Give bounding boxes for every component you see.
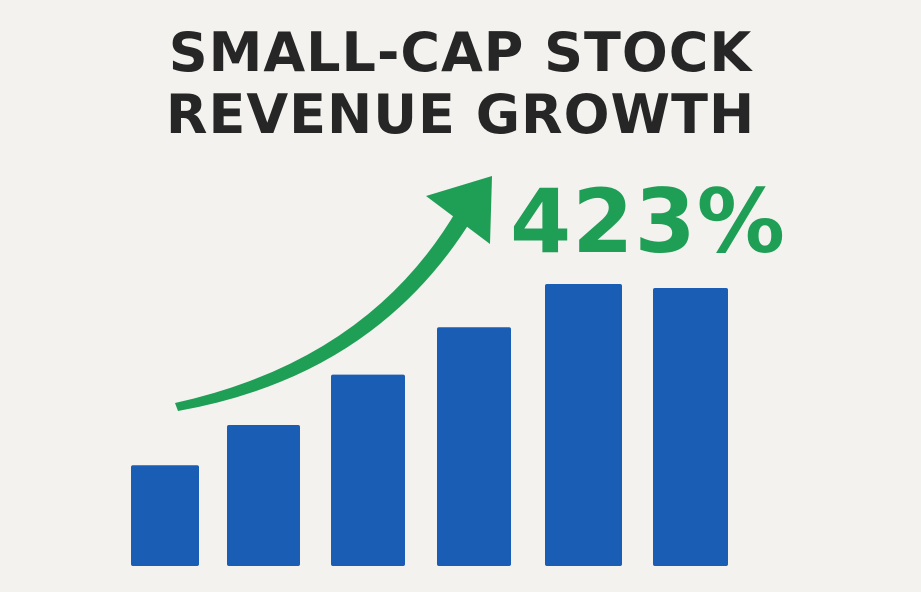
chart-title: SMALL-CAP STOCK REVENUE GROWTH xyxy=(0,22,921,146)
chart-title-line-1: SMALL-CAP STOCK xyxy=(168,21,753,84)
trend-arrow-icon xyxy=(175,176,492,411)
trend-arrow-head xyxy=(426,176,492,244)
bars-group xyxy=(131,284,728,566)
bar-3 xyxy=(331,374,405,566)
bar-2 xyxy=(227,425,300,566)
bar-1 xyxy=(131,465,199,566)
bar-5 xyxy=(545,284,622,566)
chart-title-line-2: REVENUE GROWTH xyxy=(165,83,756,146)
growth-percentage-callout: 423% xyxy=(510,170,786,273)
trend-arrow-body xyxy=(175,208,472,411)
bar-6 xyxy=(653,288,728,566)
bar-4 xyxy=(437,327,511,566)
